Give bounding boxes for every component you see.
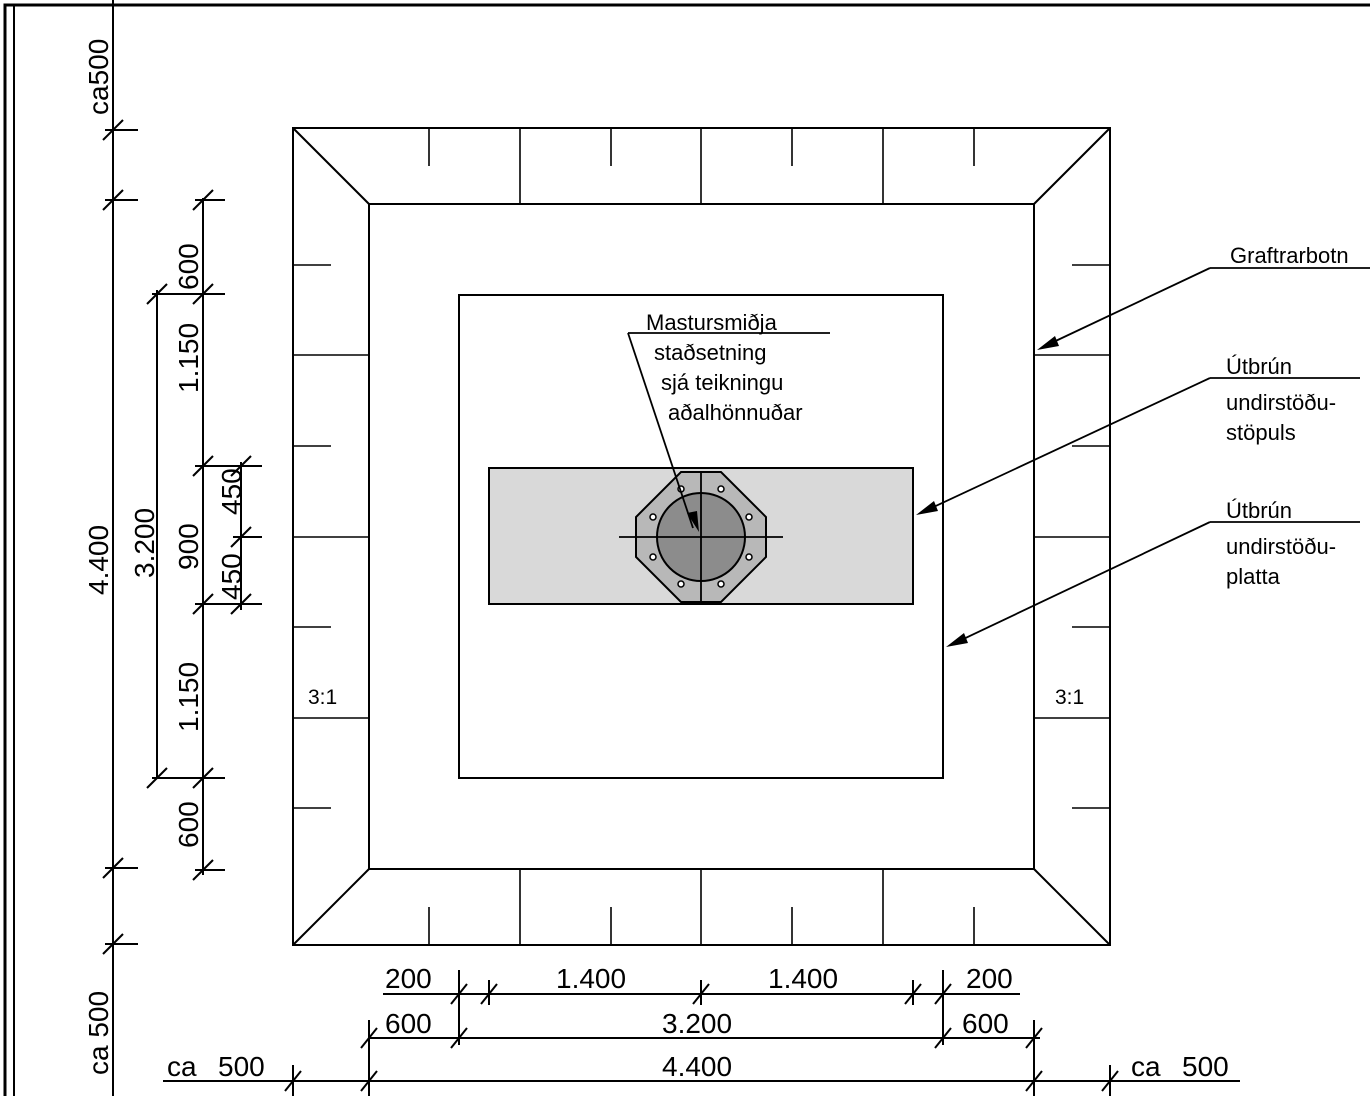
dim-v-top-margin: ca500 [83,39,114,115]
arrowhead-icon [946,633,968,647]
mast-center-label-3: sjá teikningu [661,370,783,395]
foundation-slab [458,294,944,779]
dim-v-slope-top: 600 [173,243,204,290]
mast-center-leader [627,332,830,529]
drawing-frame [3,3,1370,1096]
dim-h-left-margin: 500 [218,1051,265,1082]
arrowhead-icon [687,511,699,532]
plinth-edge-label-3: stöpuls [1226,420,1296,445]
dim-h-slab: 3.200 [662,1008,732,1039]
slab-edge-label-3: platta [1226,564,1281,589]
dim-h-left-half: 1.400 [556,963,626,994]
dim-h-left-gap: 200 [385,963,432,994]
dim-v-slab: 3.200 [129,508,160,578]
dim-v-total: 4.400 [83,525,114,595]
mast-center-label-2: staðsetning [654,340,767,365]
mast-center-label-1: Mastursmiðja [646,310,778,335]
slope-ratio-right: 3:1 [1055,686,1084,709]
slab-edge-label-2: undirstöðu- [1226,534,1336,559]
arrowhead-icon [1037,336,1059,350]
slope-ratio-left: 3:1 [308,686,337,709]
slab-edge-leader-slant [954,521,1211,644]
dim-v-slope-bottom: 600 [173,801,204,848]
dim-v-bottom-margin: ca 500 [83,991,114,1075]
mast-center-label-4: aðalhönnuðar [668,400,803,425]
slab-edge-label-1: Útbrún [1226,498,1292,523]
dim-v-lower-slab: 1.150 [173,662,204,732]
vertical-dimension-lines [102,0,262,1096]
dim-h-right-gap: 200 [966,963,1013,994]
mast-centerline [619,472,783,602]
dim-v-plinth: 900 [173,523,204,570]
plinth-edge-label-2: undirstöðu- [1226,390,1336,415]
horizontal-dimension-lines [163,970,1240,1096]
slope-hatching [293,128,1110,945]
dim-h-right-margin: 500 [1182,1051,1229,1082]
dim-h-right-margin-ca: ca [1131,1051,1161,1082]
dim-v-plinth-lower-half: 450 [216,553,247,600]
dim-v-plinth-upper-half: 450 [216,468,247,515]
dim-h-left-margin-ca: ca [167,1051,197,1082]
plinth-edge-leader-slant [924,377,1211,512]
arrowhead-icon [916,501,938,515]
dim-h-right-slope: 600 [962,1008,1009,1039]
excavation-bottom-leader-slant [1044,267,1211,347]
dim-h-left-slope: 600 [385,1008,432,1039]
plinth-edge-label-1: Útbrún [1226,354,1292,379]
dim-v-upper-slab: 1.150 [173,323,204,393]
excavation-bottom-label: Graftrarbotn [1230,243,1349,268]
dim-h-total: 4.400 [662,1051,732,1082]
dim-h-right-half: 1.400 [768,963,838,994]
